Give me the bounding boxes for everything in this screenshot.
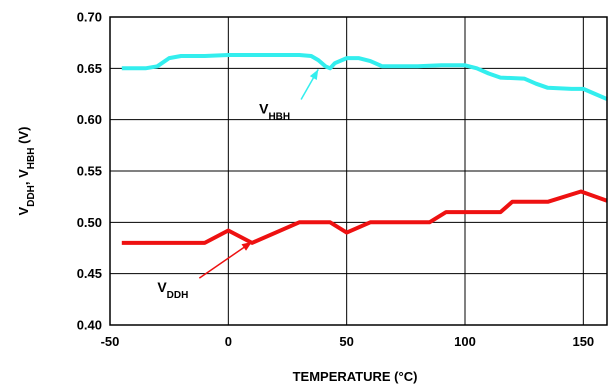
x-tick-label: 150 [572,334,594,349]
y-tick-label: 0.45 [77,266,102,281]
annotation-arrowhead [241,241,252,251]
y-axis-title-part: V [16,206,31,215]
y-tick-label: 0.70 [77,10,102,25]
series-group [121,53,608,245]
plot-frame [109,16,608,326]
x-tick-label: 50 [339,334,353,349]
series-line-vhbh [121,53,608,101]
y-axis-title: VDDH, VHBH (V) [16,127,37,216]
y-axis-title-part: , V [16,169,31,185]
y-tick-label: 0.50 [77,215,102,230]
series-label-vddh: VDDH [157,279,188,301]
y-axis-title-part: DDH [26,185,37,207]
y-tick-label: 0.65 [77,61,102,76]
x-tick-label: 100 [454,334,476,349]
y-axis-title-part: (V) [16,127,31,148]
grid [110,17,607,325]
y-tick-label: 0.60 [77,112,102,127]
x-tick-label: -50 [101,334,120,349]
y-tick-label: 0.55 [77,164,102,179]
x-tick-label: 0 [225,334,232,349]
annotation-arrowhead [309,69,319,81]
x-axis-title: TEMPERATURE (°C) [293,369,418,384]
y-axis-title-part: HBH [26,148,37,170]
annotation-arrow-line [198,241,253,279]
series-label-vhbh: VHBH [259,101,290,123]
series-line-vddh [121,189,608,245]
tick-labels: -50 0 50 100 150 0.40 0.45 0.50 0.55 0.60 0.65 0.70 [77,10,594,350]
y-tick-label: 0.40 [77,318,102,333]
annotations: VHBH VDDH [157,68,319,301]
